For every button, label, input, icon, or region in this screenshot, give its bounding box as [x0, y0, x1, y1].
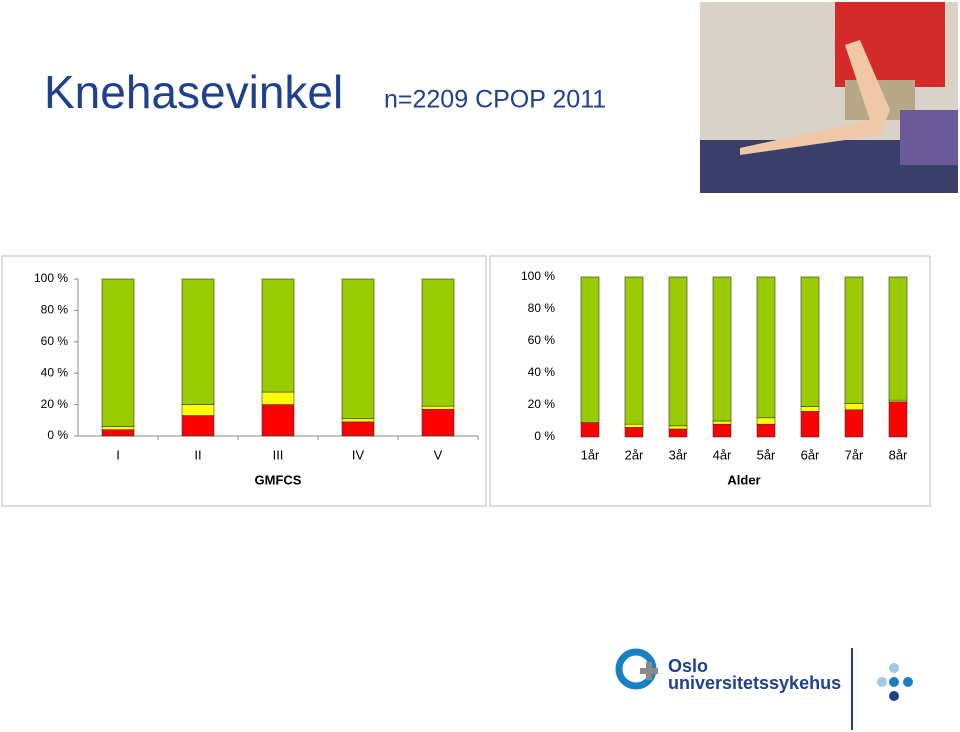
bar-segment [624, 276, 644, 425]
bar-segment [624, 427, 644, 438]
x-tick-label: 5år [757, 447, 776, 462]
y-tick-label: 40 % [41, 365, 69, 379]
bar-segment [668, 428, 688, 438]
bar-segment [712, 420, 732, 425]
y-tick-label: 0 % [534, 429, 555, 443]
y-tick-label: 40 % [528, 365, 556, 379]
y-tick-label: 80 % [41, 303, 69, 317]
slide-title: Knehasevinkel [44, 66, 343, 118]
bar-segment [668, 276, 688, 427]
x-tick-label: 4år [713, 447, 732, 462]
x-tick-label: 8år [889, 447, 908, 462]
y-tick-label: 60 % [528, 333, 556, 347]
logo-text: universitetssykehus [668, 673, 841, 693]
bar-segment [800, 276, 820, 407]
x-tick-label: III [273, 447, 284, 462]
bar-segment [844, 276, 864, 404]
x-tick-label: 2år [625, 447, 644, 462]
y-tick-label: 0 % [47, 428, 68, 442]
x-tick-label: V [434, 447, 443, 462]
bar-segment [668, 425, 688, 430]
bar-segment [800, 406, 820, 412]
y-tick-label: 80 % [528, 301, 556, 315]
logo: Oslo universitetssykehus [615, 648, 913, 730]
bar-segment [580, 276, 600, 423]
bar-segment [888, 401, 908, 438]
bar-segment [181, 404, 215, 416]
bar-segment [580, 422, 600, 438]
bar-segment [844, 409, 864, 438]
bar-segment [261, 391, 295, 405]
y-tick-label: 20 % [528, 397, 556, 411]
slide-subtitle: n=2209 CPOP 2011 [384, 86, 606, 114]
bar-segment [421, 405, 455, 410]
x-axis-title: GMFCS [255, 472, 302, 487]
bar-segment [261, 278, 295, 393]
bar-segment [101, 429, 135, 437]
bar-segment [181, 415, 215, 437]
y-tick-label: 60 % [41, 334, 69, 348]
x-tick-label: I [116, 447, 120, 462]
bar-segment [341, 278, 375, 420]
bar-segment [421, 278, 455, 407]
bar-segment [624, 423, 644, 428]
y-tick-label: 100 % [521, 269, 555, 283]
chart-frame [1, 255, 487, 507]
x-tick-label: 3år [669, 447, 688, 462]
bar-segment [101, 426, 135, 431]
x-tick-label: 1år [581, 447, 600, 462]
x-tick-label: IV [352, 447, 365, 462]
bar-segment [712, 276, 732, 422]
x-tick-label: 7år [845, 447, 864, 462]
bar-segment [341, 421, 375, 437]
bar-segment [341, 418, 375, 423]
photo [700, 2, 958, 193]
bar-segment [888, 276, 908, 401]
bar-segment [756, 417, 776, 425]
x-axis-title: Alder [727, 472, 760, 487]
y-tick-label: 20 % [41, 397, 69, 411]
bar-segment [261, 404, 295, 437]
x-tick-label: 6år [801, 447, 820, 462]
bar-segment [101, 278, 135, 427]
chart-frame [489, 255, 931, 507]
bar-segment [712, 423, 732, 438]
bar-segment [756, 423, 776, 438]
y-tick-label: 100 % [34, 271, 68, 285]
x-tick-label: II [194, 447, 201, 462]
bar-segment [421, 409, 455, 437]
logo-text: Oslo [668, 656, 708, 676]
bar-segment [844, 403, 864, 411]
bar-segment [800, 411, 820, 438]
bar-segment [181, 278, 215, 405]
bar-segment [756, 276, 776, 419]
